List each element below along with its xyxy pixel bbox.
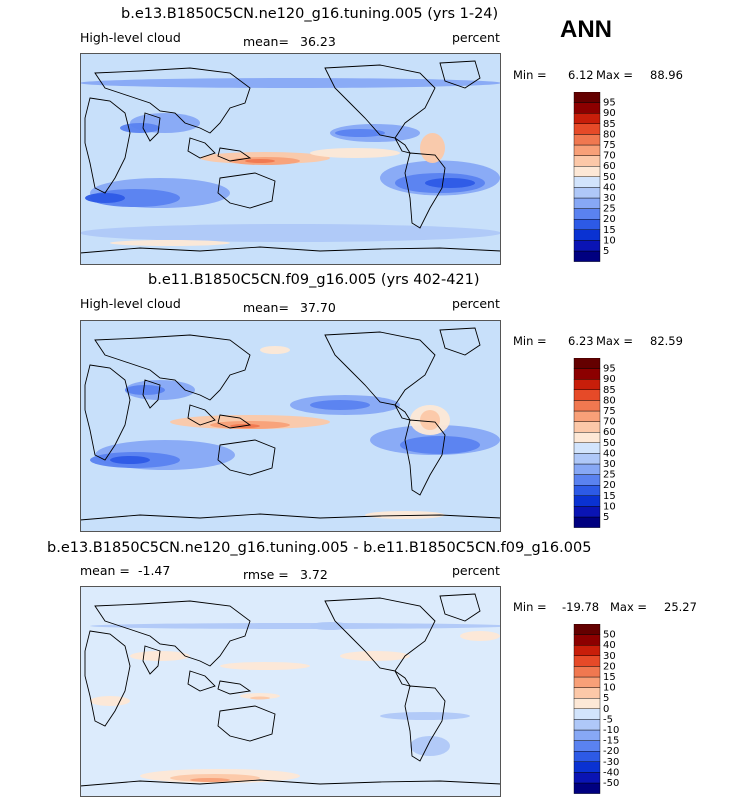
panel-2-map: [80, 320, 501, 532]
svg-text:40: 40: [603, 182, 616, 193]
panel-3-mean-value: -1.47: [138, 563, 171, 578]
panel-1-mean-value: 36.23: [300, 34, 336, 49]
svg-text:70: 70: [603, 151, 616, 162]
svg-text:25: 25: [603, 470, 616, 481]
svg-text:50: 50: [603, 438, 616, 449]
svg-text:75: 75: [603, 140, 616, 151]
panel-3-units: percent: [452, 563, 500, 578]
svg-text:10: 10: [603, 683, 616, 694]
svg-text:70: 70: [603, 417, 616, 428]
svg-text:60: 60: [603, 427, 616, 438]
panel-2-mean-value: 37.70: [300, 300, 336, 315]
svg-text:0: 0: [603, 704, 609, 715]
panel-2-title: b.e11.B1850C5CN.f09_g16.005 (yrs 402-421…: [148, 272, 480, 288]
panel-3-min-label: Min =: [513, 600, 547, 614]
svg-text:85: 85: [603, 385, 616, 396]
svg-text:5: 5: [603, 512, 609, 523]
panel-2-min-label: Min =: [513, 334, 547, 348]
svg-text:60: 60: [603, 161, 616, 172]
svg-text:-5: -5: [603, 714, 613, 725]
svg-text:40: 40: [603, 448, 616, 459]
svg-text:50: 50: [603, 172, 616, 183]
svg-text:80: 80: [603, 395, 616, 406]
svg-text:80: 80: [603, 129, 616, 140]
panel-3-mean-label: mean =: [80, 563, 130, 578]
svg-text:20: 20: [603, 661, 616, 672]
svg-text:95: 95: [603, 364, 616, 375]
svg-text:40: 40: [603, 640, 616, 651]
svg-text:10: 10: [603, 235, 616, 246]
panel-2-min-value: 6.23: [568, 334, 594, 348]
svg-text:10: 10: [603, 501, 616, 512]
panel-1-variable-label: High-level cloud: [80, 30, 181, 45]
svg-text:85: 85: [603, 119, 616, 130]
svg-text:15: 15: [603, 672, 616, 683]
panel-1-min-value: 6.12: [568, 68, 594, 82]
svg-text:-15: -15: [603, 736, 619, 747]
svg-text:15: 15: [603, 491, 616, 502]
panel-1-max-value: 88.96: [650, 68, 683, 82]
svg-text:25: 25: [603, 204, 616, 215]
panel-1-min-label: Min =: [513, 68, 547, 82]
svg-text:5: 5: [603, 246, 609, 257]
svg-text:75: 75: [603, 406, 616, 417]
panel-3-max-value: 25.27: [664, 600, 697, 614]
svg-text:30: 30: [603, 459, 616, 470]
panel-1-units: percent: [452, 30, 500, 45]
panel-2-max-label: Max =: [596, 334, 634, 348]
panel-2-max-value: 82.59: [650, 334, 683, 348]
svg-text:-30: -30: [603, 757, 619, 768]
svg-text:5: 5: [603, 693, 609, 704]
panel-3-max-label: Max =: [610, 600, 648, 614]
svg-text:-10: -10: [603, 725, 619, 736]
svg-text:-20: -20: [603, 746, 619, 757]
svg-text:95: 95: [603, 98, 616, 109]
panel-3-rmse-label: rmse =: [243, 567, 289, 582]
panel-2-variable-label: High-level cloud: [80, 296, 181, 311]
svg-text:20: 20: [603, 480, 616, 491]
svg-text:90: 90: [603, 108, 616, 119]
panel-2-mean-label: mean=: [243, 300, 289, 315]
svg-text:50: 50: [603, 630, 616, 641]
panel-2-units: percent: [452, 296, 500, 311]
panel-3-map: [80, 586, 501, 797]
panel-3-rmse-value: 3.72: [300, 567, 328, 582]
svg-text:30: 30: [603, 651, 616, 662]
season-label: ANN: [560, 16, 612, 43]
panel-1-max-label: Max =: [596, 68, 634, 82]
panel-1-map: [80, 53, 501, 265]
svg-text:-40: -40: [603, 767, 619, 778]
svg-text:15: 15: [603, 225, 616, 236]
svg-text:90: 90: [603, 374, 616, 385]
panel-3-title: b.e13.B1850C5CN.ne120_g16.tuning.005 - b…: [47, 540, 592, 556]
panel-1-mean-label: mean=: [243, 34, 289, 49]
panel-1-title: b.e13.B1850C5CN.ne120_g16.tuning.005 (yr…: [121, 6, 499, 22]
svg-text:30: 30: [603, 193, 616, 204]
svg-text:-50: -50: [603, 778, 619, 789]
panel-3-min-value: -19.78: [562, 600, 600, 614]
svg-text:20: 20: [603, 214, 616, 225]
